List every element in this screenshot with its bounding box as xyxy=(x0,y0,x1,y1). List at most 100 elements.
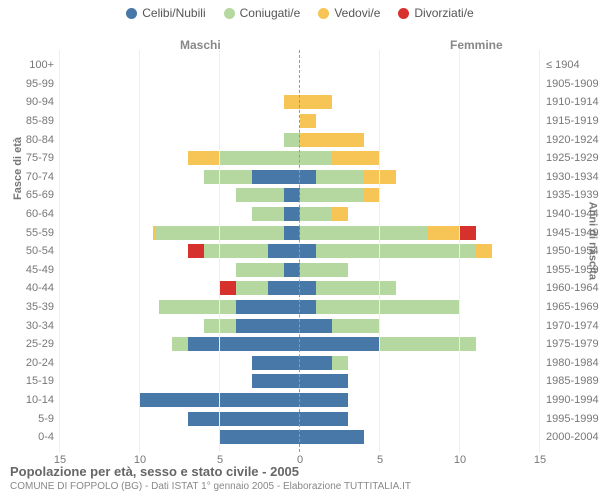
seg-co xyxy=(300,207,332,221)
legend-label: Celibi/Nubili xyxy=(142,6,205,20)
seg-co xyxy=(204,170,252,184)
chart-subtitle: COMUNE DI FOPPOLO (BG) - Dati ISTAT 1° g… xyxy=(10,481,411,492)
birth-year-label: 1965-1969 xyxy=(546,301,600,313)
age-label: 95-99 xyxy=(8,78,54,90)
male-bar xyxy=(60,170,300,184)
seg-c xyxy=(300,337,380,351)
pyramid-row: 65-691935-1939 xyxy=(60,186,540,205)
birth-year-label: 1975-1979 xyxy=(546,338,600,350)
birth-year-label: 1915-1919 xyxy=(546,115,600,127)
legend-dot xyxy=(398,8,409,19)
seg-c xyxy=(300,281,316,295)
male-bar xyxy=(60,300,300,314)
pyramid-row: 5-91995-1999 xyxy=(60,409,540,428)
age-label: 30-34 xyxy=(8,320,54,332)
chart-title: Popolazione per età, sesso e stato civil… xyxy=(10,464,411,479)
seg-co xyxy=(300,188,364,202)
age-label: 10-14 xyxy=(8,394,54,406)
seg-co xyxy=(332,319,380,333)
age-label: 85-89 xyxy=(8,115,54,127)
seg-d xyxy=(188,244,204,258)
birth-year-label: 1960-1964 xyxy=(546,282,600,294)
seg-c xyxy=(236,300,300,314)
legend-label: Vedovi/e xyxy=(334,6,380,20)
seg-co xyxy=(220,151,300,165)
female-bar xyxy=(300,95,540,109)
seg-c xyxy=(284,263,300,277)
female-bar xyxy=(300,393,540,407)
age-label: 5-9 xyxy=(8,413,54,425)
legend-dot xyxy=(126,8,137,19)
age-label: 100+ xyxy=(8,59,54,71)
birth-year-label: 1925-1929 xyxy=(546,152,600,164)
male-bar xyxy=(60,430,300,444)
seg-co xyxy=(316,244,476,258)
female-bar xyxy=(300,226,540,240)
birth-year-label: ≤ 1904 xyxy=(546,59,600,71)
seg-c xyxy=(252,374,300,388)
female-bar xyxy=(300,319,540,333)
seg-v xyxy=(332,151,380,165)
pyramid-row: 90-941910-1914 xyxy=(60,93,540,112)
seg-v xyxy=(364,170,396,184)
male-bar xyxy=(60,263,300,277)
seg-co xyxy=(332,356,348,370)
seg-co xyxy=(316,300,460,314)
pyramid-row: 70-741930-1934 xyxy=(60,168,540,187)
female-bar xyxy=(300,244,540,258)
age-label: 0-4 xyxy=(8,431,54,443)
legend-item: Celibi/Nubili xyxy=(126,6,205,20)
label-femmine: Femmine xyxy=(450,38,503,52)
seg-v xyxy=(188,151,220,165)
legend-item: Coniugati/e xyxy=(224,6,301,20)
birth-year-label: 1980-1984 xyxy=(546,357,600,369)
pyramid-row: 50-541950-1954 xyxy=(60,242,540,261)
seg-co xyxy=(204,244,268,258)
seg-co xyxy=(204,319,236,333)
birth-year-label: 1945-1949 xyxy=(546,227,600,239)
seg-c xyxy=(188,337,300,351)
female-bar xyxy=(300,133,540,147)
age-label: 45-49 xyxy=(8,264,54,276)
age-label: 40-44 xyxy=(8,282,54,294)
birth-year-label: 1995-1999 xyxy=(546,413,600,425)
seg-co xyxy=(252,207,284,221)
age-label: 80-84 xyxy=(8,134,54,146)
birth-year-label: 1910-1914 xyxy=(546,96,600,108)
seg-v xyxy=(332,207,348,221)
male-bar xyxy=(60,244,300,258)
seg-v xyxy=(428,226,460,240)
seg-c xyxy=(268,244,300,258)
pyramid-rows: 100+≤ 190495-991905-190990-941910-191485… xyxy=(60,56,540,446)
seg-c xyxy=(140,393,300,407)
female-bar xyxy=(300,263,540,277)
gridline xyxy=(219,50,220,452)
age-label: 65-69 xyxy=(8,189,54,201)
seg-c xyxy=(268,281,300,295)
seg-d xyxy=(220,281,236,295)
seg-c xyxy=(300,356,332,370)
gridline xyxy=(539,50,540,452)
age-label: 15-19 xyxy=(8,375,54,387)
female-bar xyxy=(300,188,540,202)
age-label: 35-39 xyxy=(8,301,54,313)
seg-co xyxy=(172,337,188,351)
seg-c xyxy=(284,226,300,240)
pyramid-row: 20-241980-1984 xyxy=(60,354,540,373)
male-bar xyxy=(60,95,300,109)
seg-co xyxy=(300,263,348,277)
pyramid-row: 45-491955-1959 xyxy=(60,261,540,280)
pyramid-row: 85-891915-1919 xyxy=(60,112,540,131)
male-bar xyxy=(60,133,300,147)
age-label: 70-74 xyxy=(8,171,54,183)
seg-c xyxy=(188,412,300,426)
pyramid-row: 100+≤ 1904 xyxy=(60,56,540,75)
pyramid-row: 30-341970-1974 xyxy=(60,316,540,335)
seg-v xyxy=(284,95,300,109)
pyramid-row: 60-641940-1944 xyxy=(60,205,540,224)
seg-co xyxy=(300,151,332,165)
seg-c xyxy=(300,319,332,333)
legend-label: Coniugati/e xyxy=(240,6,301,20)
seg-c xyxy=(300,430,364,444)
seg-v xyxy=(300,95,332,109)
